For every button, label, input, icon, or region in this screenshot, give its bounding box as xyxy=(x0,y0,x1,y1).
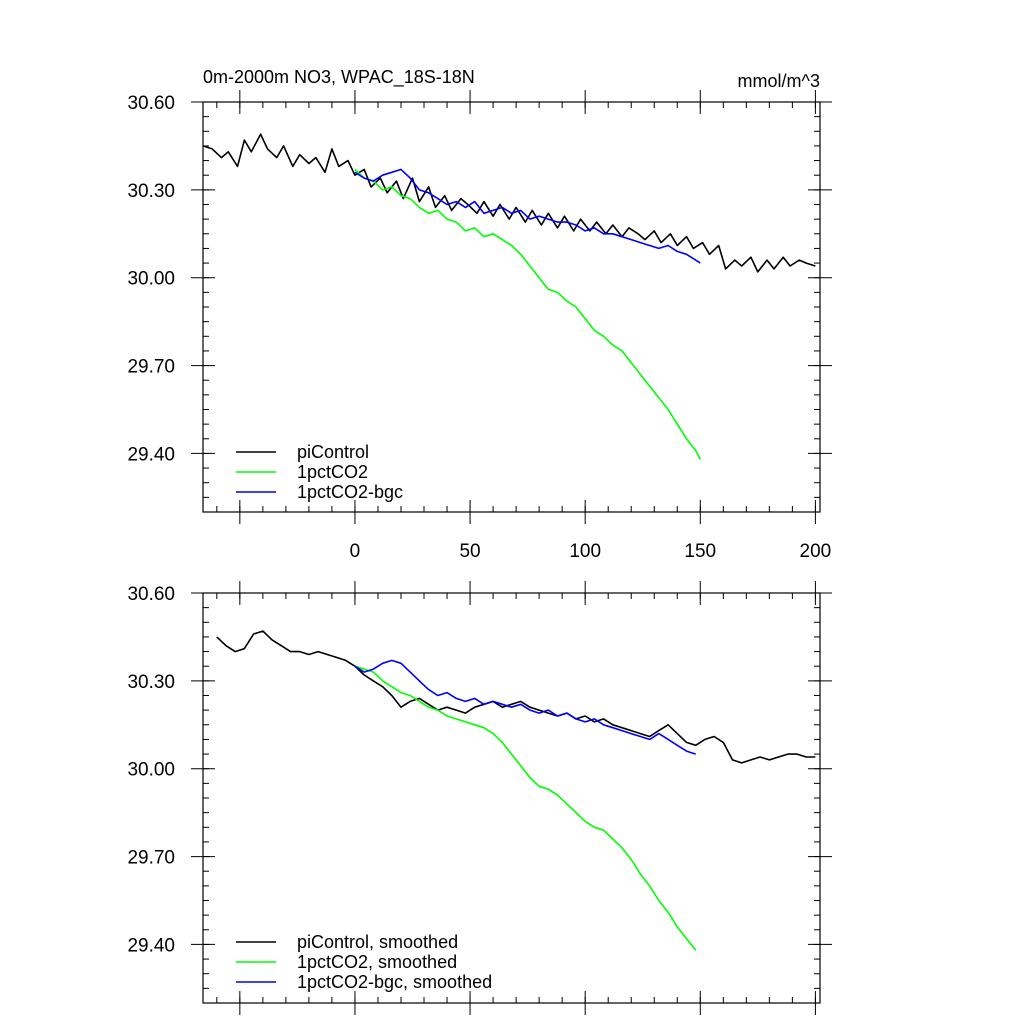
x-tick-label: 0 xyxy=(350,541,361,562)
x-tick-label: 50 xyxy=(459,541,480,562)
y-tick-label: 29.70 xyxy=(127,357,175,378)
y-tick-label: 30.30 xyxy=(127,181,175,202)
series-line-1pctco2 xyxy=(354,168,702,460)
top-panel: 0m-2000m NO3, WPAC_18S-18N mmol/m^3 30.6… xyxy=(127,67,832,562)
y-tick-label: 30.00 xyxy=(127,760,175,781)
plot-frame xyxy=(202,592,821,1004)
x-tick-label: 200 xyxy=(800,541,832,562)
x-tick-label: 150 xyxy=(684,541,716,562)
y-tick-label: 29.70 xyxy=(127,848,175,869)
series-line-1pctco2-bgc xyxy=(354,168,701,264)
series-line-picontrol-smoothed xyxy=(216,630,816,764)
y-tick-label: 29.40 xyxy=(127,935,175,956)
units-label: mmol/m^3 xyxy=(738,71,820,91)
legend-label: piControl xyxy=(297,442,369,462)
legend-label: 1pctCO2 xyxy=(297,462,368,482)
chart-title: 0m-2000m NO3, WPAC_18S-18N xyxy=(203,67,475,88)
bottom-panel: 30.60 30.30 30.00 29.70 29.40 piControl, smoo… xyxy=(127,581,832,1015)
y-tick-label: 30.30 xyxy=(127,672,175,693)
y-tick-label: 30.00 xyxy=(127,269,175,290)
series-line-picontrol xyxy=(202,133,816,273)
y-tick-label: 29.40 xyxy=(127,444,175,465)
legend-label: piControl, smoothed xyxy=(297,932,458,952)
y-tick-label: 30.60 xyxy=(127,584,175,605)
legend-label: 1pctCO2-bgc, smoothed xyxy=(297,972,492,992)
y-tick-label: 30.60 xyxy=(127,93,175,114)
legend-label: 1pctCO2, smoothed xyxy=(297,952,457,972)
series-line-1pctco2-smoothed xyxy=(354,665,697,951)
series-line-1pctco2-bgc-smoothed xyxy=(354,659,696,755)
legend-label: 1pctCO2-bgc xyxy=(297,482,403,502)
x-tick-label: 100 xyxy=(569,541,601,562)
plot-frame xyxy=(202,101,821,513)
